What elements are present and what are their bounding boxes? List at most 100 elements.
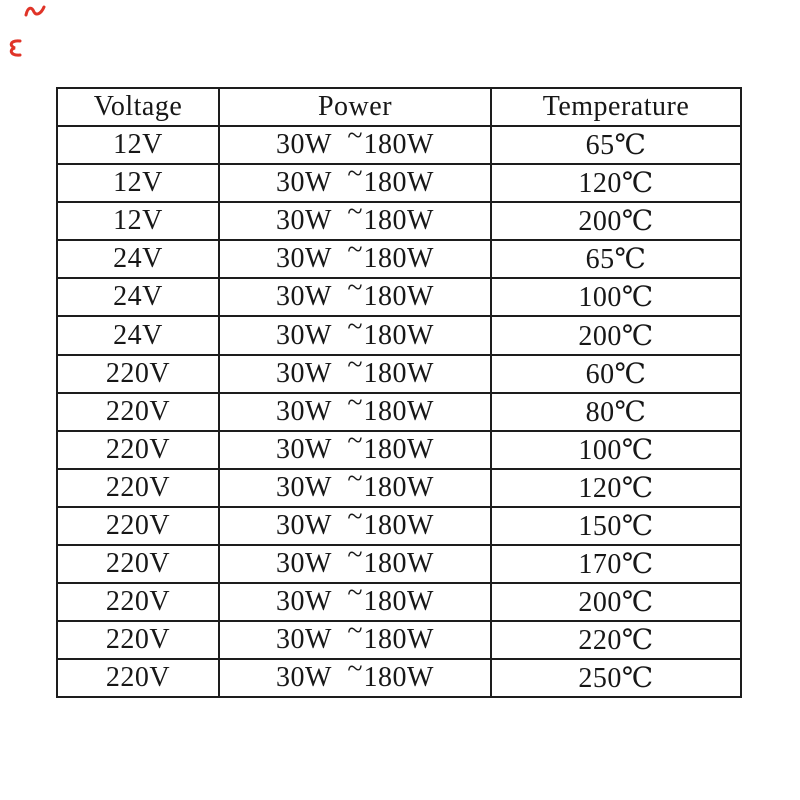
table-row: 220V 30W ~180W 60℃: [56, 353, 742, 394]
table-row: 24V 30W ~180W 100℃: [56, 277, 742, 318]
power-cell: 30W ~180W: [218, 391, 492, 432]
column-header-temperature: Temperature: [490, 87, 742, 127]
power-range-tilde: ~: [347, 316, 363, 343]
power-low-value: 30W: [276, 509, 332, 541]
temperature-cell: 100℃: [490, 277, 742, 318]
power-cell: 30W ~180W: [218, 163, 492, 204]
power-cell: 30W ~180W: [218, 658, 492, 699]
power-range-tilde: ~: [347, 164, 363, 190]
power-range-tilde: ~: [347, 278, 363, 305]
temperature-cell: 100℃: [490, 429, 742, 470]
table-row: 220V 30W ~180W 150℃: [56, 505, 742, 547]
power-range-tilde: ~: [347, 506, 363, 533]
spec-table: Voltage Power Temperature 12V 30W ~180W 65℃…: [56, 87, 742, 699]
power-low-value: 30W: [276, 624, 332, 656]
power-cell: 30W ~180W: [218, 315, 492, 356]
table-row: 24V 30W ~180W 200℃: [56, 315, 742, 356]
power-high-value: 180W: [363, 167, 434, 199]
temperature-cell: 80℃: [490, 391, 742, 432]
power-range-tilde: ~: [347, 392, 363, 419]
power-cell: 30W ~180W: [218, 429, 492, 470]
power-low-value: 30W: [276, 281, 332, 313]
power-high-value: 180W: [363, 662, 434, 694]
power-high-value: 180W: [363, 357, 434, 389]
column-header-voltage: Voltage: [56, 87, 220, 127]
power-cell: 30W ~180W: [218, 201, 492, 242]
temperature-cell: 200℃: [490, 582, 742, 623]
temperature-cell: 150℃: [490, 505, 742, 547]
table-row: 220V 30W ~180W 80℃: [56, 391, 742, 432]
power-cell: 30W ~180W: [218, 277, 492, 318]
temperature-cell: 120℃: [490, 467, 742, 508]
voltage-cell: 220V: [56, 582, 220, 623]
table-row: 12V 30W ~180W 120℃: [56, 163, 742, 204]
voltage-cell: 220V: [56, 391, 220, 432]
power-range-tilde: ~: [347, 468, 363, 495]
power-high-value: 180W: [363, 433, 434, 465]
red-artifact-mark-1: [24, 5, 46, 17]
power-range-tilde: ~: [347, 545, 363, 571]
power-high-value: 180W: [363, 205, 434, 237]
temperature-cell: 220℃: [490, 620, 742, 661]
power-low-value: 30W: [276, 395, 332, 427]
power-range-tilde: ~: [347, 430, 363, 457]
power-cell: 30W ~180W: [218, 620, 492, 661]
temperature-cell: 65℃: [490, 124, 742, 166]
temperature-cell: 250℃: [490, 658, 742, 699]
power-high-value: 180W: [363, 243, 434, 275]
power-cell: 30W ~180W: [218, 582, 492, 623]
voltage-cell: 220V: [56, 620, 220, 661]
voltage-cell: 220V: [56, 544, 220, 585]
voltage-cell: 220V: [56, 505, 220, 547]
voltage-cell: 12V: [56, 163, 220, 204]
power-range-tilde: ~: [347, 583, 363, 609]
table-row: 24V 30W ~180W 65℃: [56, 239, 742, 280]
power-high-value: 180W: [363, 395, 434, 427]
table-row: 220V 30W ~180W 170℃: [56, 544, 742, 585]
power-high-value: 180W: [363, 586, 434, 618]
temperature-cell: 65℃: [490, 239, 742, 280]
table-row: 12V 30W ~180W 65℃: [56, 124, 742, 166]
voltage-cell: 12V: [56, 124, 220, 166]
temperature-cell: 200℃: [490, 201, 742, 242]
power-cell: 30W ~180W: [218, 505, 492, 547]
table-row: 220V 30W ~180W 250℃: [56, 658, 742, 699]
column-header-power: Power: [218, 87, 492, 127]
power-range-tilde: ~: [347, 126, 363, 152]
power-cell: 30W ~180W: [218, 239, 492, 280]
header-row: Voltage Power Temperature: [56, 87, 742, 127]
power-low-value: 30W: [276, 586, 332, 618]
table-header: Voltage Power Temperature: [56, 87, 742, 127]
voltage-cell: 220V: [56, 429, 220, 470]
temperature-cell: 60℃: [490, 353, 742, 394]
power-low-value: 30W: [276, 548, 332, 580]
power-high-value: 180W: [363, 548, 434, 580]
power-range-tilde: ~: [347, 354, 363, 381]
voltage-cell: 12V: [56, 201, 220, 242]
power-range-tilde: ~: [347, 202, 363, 228]
voltage-cell: 24V: [56, 239, 220, 280]
power-low-value: 30W: [276, 205, 332, 237]
power-low-value: 30W: [276, 319, 332, 351]
power-low-value: 30W: [276, 433, 332, 465]
table-row: 12V 30W ~180W 200℃: [56, 201, 742, 242]
table-row: 220V 30W ~180W 220℃: [56, 620, 742, 661]
power-low-value: 30W: [276, 662, 332, 694]
power-cell: 30W ~180W: [218, 124, 492, 166]
temperature-cell: 120℃: [490, 163, 742, 204]
red-artifact-mark-2: [9, 39, 22, 57]
power-high-value: 180W: [363, 281, 434, 313]
power-high-value: 180W: [363, 624, 434, 656]
power-high-value: 180W: [363, 129, 434, 161]
voltage-cell: 24V: [56, 277, 220, 318]
power-high-value: 180W: [363, 319, 434, 351]
power-low-value: 30W: [276, 357, 332, 389]
power-low-value: 30W: [276, 471, 332, 503]
voltage-cell: 220V: [56, 467, 220, 508]
power-low-value: 30W: [276, 167, 332, 199]
power-cell: 30W ~180W: [218, 467, 492, 508]
power-range-tilde: ~: [347, 659, 363, 685]
power-low-value: 30W: [276, 129, 332, 161]
voltage-cell: 220V: [56, 353, 220, 394]
power-range-tilde: ~: [347, 240, 363, 266]
